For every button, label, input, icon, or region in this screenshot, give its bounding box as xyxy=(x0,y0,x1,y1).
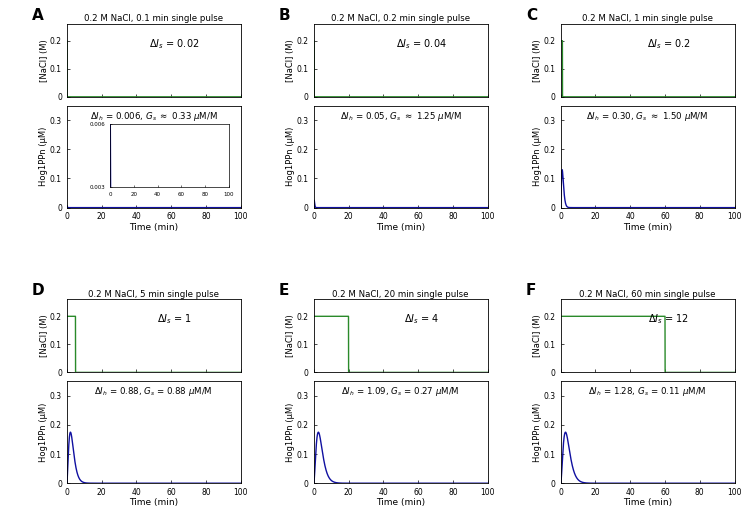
X-axis label: Time (min): Time (min) xyxy=(376,499,425,508)
Text: A: A xyxy=(32,8,44,23)
Text: $\Delta\mathit{I}_h$ = 1.28, $\mathit{G}_s$ = 0.11 $\mu$M/M: $\Delta\mathit{I}_h$ = 1.28, $\mathit{G}… xyxy=(588,385,707,398)
Text: $\Delta\mathit{I}_s$ = 0.02: $\Delta\mathit{I}_s$ = 0.02 xyxy=(149,37,200,51)
X-axis label: Time (min): Time (min) xyxy=(376,223,425,232)
Y-axis label: [NaCl] (M): [NaCl] (M) xyxy=(286,39,295,82)
Y-axis label: Hog1PPn (μM): Hog1PPn (μM) xyxy=(533,402,542,462)
Title: 0.2 M NaCl, 5 min single pulse: 0.2 M NaCl, 5 min single pulse xyxy=(88,290,219,299)
Text: $\Delta\mathit{I}_s$ = 1: $\Delta\mathit{I}_s$ = 1 xyxy=(157,313,192,327)
Title: 0.2 M NaCl, 0.2 min single pulse: 0.2 M NaCl, 0.2 min single pulse xyxy=(331,14,470,23)
Title: 0.2 M NaCl, 1 min single pulse: 0.2 M NaCl, 1 min single pulse xyxy=(582,14,713,23)
Text: $\Delta\mathit{I}_s$ = 0.2: $\Delta\mathit{I}_s$ = 0.2 xyxy=(646,37,690,51)
Y-axis label: [NaCl] (M): [NaCl] (M) xyxy=(533,39,542,82)
X-axis label: Time (min): Time (min) xyxy=(129,223,178,232)
Y-axis label: Hog1PPn (μM): Hog1PPn (μM) xyxy=(39,127,48,186)
Y-axis label: Hog1PPn (μM): Hog1PPn (μM) xyxy=(39,402,48,462)
X-axis label: Time (min): Time (min) xyxy=(623,223,672,232)
Text: C: C xyxy=(526,8,537,23)
Title: 0.2 M NaCl, 20 min single pulse: 0.2 M NaCl, 20 min single pulse xyxy=(332,290,469,299)
Text: D: D xyxy=(32,284,45,298)
Title: 0.2 M NaCl, 60 min single pulse: 0.2 M NaCl, 60 min single pulse xyxy=(580,290,716,299)
X-axis label: Time (min): Time (min) xyxy=(623,499,672,508)
Title: 0.2 M NaCl, 0.1 min single pulse: 0.2 M NaCl, 0.1 min single pulse xyxy=(84,14,223,23)
Text: B: B xyxy=(279,8,291,23)
Y-axis label: [NaCl] (M): [NaCl] (M) xyxy=(39,39,48,82)
Text: $\Delta\mathit{I}_h$ = 1.09, $\mathit{G}_s$ = 0.27 $\mu$M/M: $\Delta\mathit{I}_h$ = 1.09, $\mathit{G}… xyxy=(341,385,460,398)
Y-axis label: [NaCl] (M): [NaCl] (M) xyxy=(39,314,48,357)
Text: $\Delta\mathit{I}_h$ = 0.88, $\mathit{G}_s$ = 0.88 $\mu$M/M: $\Delta\mathit{I}_h$ = 0.88, $\mathit{G}… xyxy=(94,385,213,398)
Y-axis label: [NaCl] (M): [NaCl] (M) xyxy=(533,314,542,357)
Text: $\Delta\mathit{I}_s$ = 0.04: $\Delta\mathit{I}_s$ = 0.04 xyxy=(396,37,447,51)
Text: $\Delta\mathit{I}_s$ = 12: $\Delta\mathit{I}_s$ = 12 xyxy=(648,313,689,327)
Y-axis label: Hog1PPn (μM): Hog1PPn (μM) xyxy=(533,127,542,186)
Text: F: F xyxy=(526,284,536,298)
Y-axis label: Hog1PPn (μM): Hog1PPn (μM) xyxy=(286,127,295,186)
Y-axis label: Hog1PPn (μM): Hog1PPn (μM) xyxy=(286,402,295,462)
Y-axis label: [NaCl] (M): [NaCl] (M) xyxy=(286,314,295,357)
Text: $\Delta\mathit{I}_h$ = 0.006, $\mathit{G}_s$ $\approx$ 0.33 $\mu$M/M: $\Delta\mathit{I}_h$ = 0.006, $\mathit{G… xyxy=(90,109,217,123)
Text: $\Delta\mathit{I}_h$ = 0.05, $\mathit{G}_s$ $\approx$ 1.25 $\mu$M/M: $\Delta\mathit{I}_h$ = 0.05, $\mathit{G}… xyxy=(340,109,462,123)
Text: $\Delta\mathit{I}_s$ = 4: $\Delta\mathit{I}_s$ = 4 xyxy=(404,313,439,327)
Text: $\Delta\mathit{I}_h$ = 0.30, $\mathit{G}_s$ $\approx$ 1.50 $\mu$M/M: $\Delta\mathit{I}_h$ = 0.30, $\mathit{G}… xyxy=(586,109,709,123)
X-axis label: Time (min): Time (min) xyxy=(129,499,178,508)
Text: E: E xyxy=(279,284,289,298)
